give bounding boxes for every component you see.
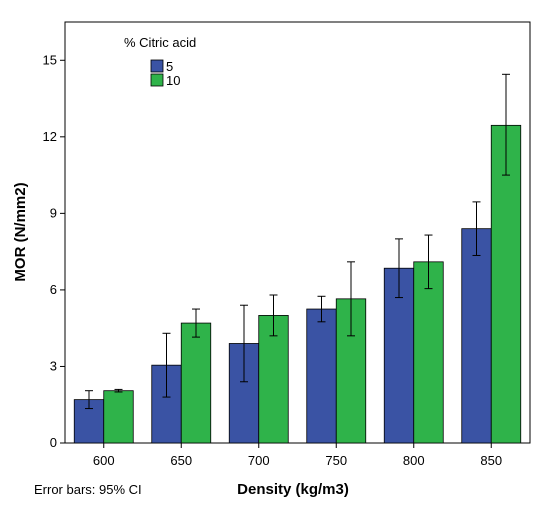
legend-swatch-5: [150, 59, 164, 73]
bar-5-850: [461, 228, 492, 444]
y-tick-label: 12: [43, 129, 57, 144]
error-bar-5-700: [240, 304, 248, 383]
x-tick-label: 700: [248, 453, 270, 468]
error-bar-10-650: [192, 308, 200, 338]
bar-10-650: [180, 322, 212, 444]
error-bars: [85, 73, 510, 410]
error-bar-5-750: [317, 295, 326, 323]
x-tick-label: 650: [170, 453, 192, 468]
error-bar-5-800: [395, 238, 403, 299]
error-bars-note: Error bars: 95% CI: [34, 482, 142, 497]
y-axis-ticks: 0 3 6 9 12 15: [43, 52, 65, 450]
bar-10-700: [258, 315, 289, 444]
x-axis-ticks: 600 650 700 750 800 850: [93, 443, 502, 468]
error-bar-10-600: [114, 388, 123, 393]
y-tick-label: 0: [50, 435, 57, 450]
bar-10-850: [490, 124, 522, 444]
x-tick-label: 600: [93, 453, 115, 468]
x-tick-label: 750: [325, 453, 347, 468]
y-tick-label: 15: [43, 52, 57, 67]
y-tick-label: 3: [50, 358, 57, 373]
error-bar-5-650: [162, 332, 171, 398]
x-axis-title: Density (kg/m3): [237, 481, 349, 498]
legend-title: % Citric acid: [124, 35, 196, 50]
legend-label-5: 5: [166, 59, 173, 74]
error-bar-10-850: [502, 73, 510, 176]
error-bar-5-850: [472, 201, 481, 256]
bar-10-600: [103, 390, 134, 444]
error-bar-10-750: [347, 261, 355, 337]
error-bar-10-700: [269, 294, 278, 337]
plot-area: [64, 21, 531, 444]
legend: % Citric acid 5 10: [124, 35, 196, 88]
x-tick-label: 850: [480, 453, 502, 468]
bar-5-750: [306, 308, 337, 444]
bar-10-800: [413, 261, 444, 444]
x-tick-label: 800: [403, 453, 425, 468]
y-tick-label: 6: [50, 282, 57, 297]
error-bar-5-600: [85, 390, 93, 410]
bars: [73, 124, 522, 444]
y-tick-label: 9: [50, 205, 57, 220]
error-bar-10-800: [424, 234, 433, 290]
legend-swatch-10: [150, 73, 164, 87]
y-axis-title: MOR (N/mm2): [12, 182, 29, 281]
legend-label-10: 10: [166, 73, 180, 88]
